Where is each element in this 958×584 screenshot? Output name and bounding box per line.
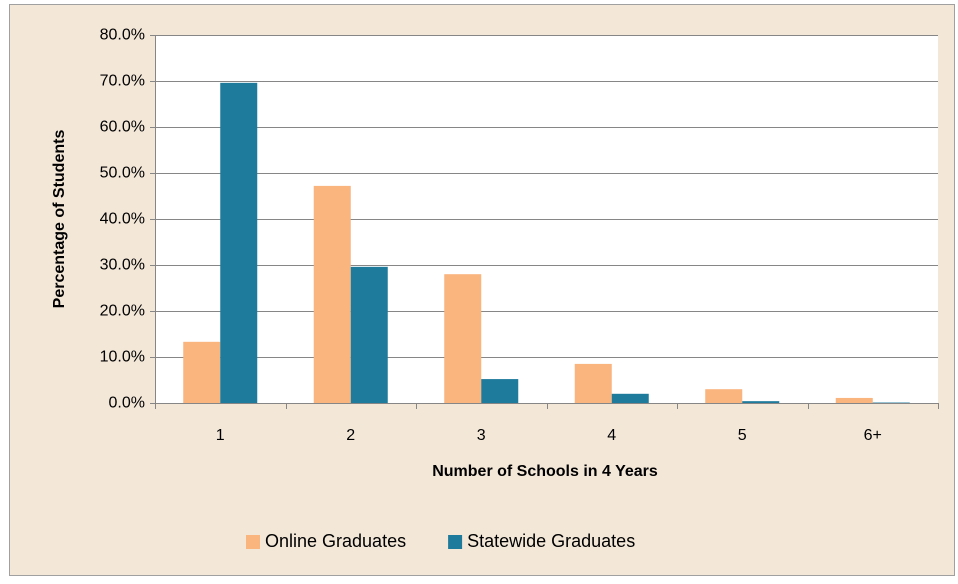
x-axis-title: Number of Schools in 4 Years [432,463,658,480]
x-tick-label: 2 [346,427,355,444]
x-tick-label: 3 [477,427,486,444]
y-tick-label: 80.0% [100,27,145,44]
bar [351,267,388,403]
bar [836,398,873,403]
bar [705,389,742,403]
y-tick-label: 40.0% [100,211,145,228]
bar [314,186,351,403]
legend-label: Statewide Graduates [467,531,635,551]
legend-swatch [448,535,462,549]
y-tick-label: 20.0% [100,303,145,320]
x-tick-label: 5 [738,427,747,444]
bar [575,364,612,403]
bar [220,83,257,403]
legend-swatch [246,535,260,549]
y-tick-label: 0.0% [109,395,145,412]
y-tick-label: 30.0% [100,257,145,274]
bar [481,379,518,403]
bar [183,342,220,403]
y-tick-label: 50.0% [100,165,145,182]
x-tick-label: 1 [216,427,225,444]
y-tick-label: 60.0% [100,119,145,136]
bar [444,274,481,403]
x-tick-label: 6+ [864,427,882,444]
y-axis-title: Percentage of Students [51,130,68,309]
bar [612,394,649,403]
legend-label: Online Graduates [265,531,406,551]
bar [742,401,779,403]
y-tick-label: 70.0% [100,73,145,90]
x-tick-label: 4 [607,427,616,444]
y-tick-label: 10.0% [100,349,145,366]
